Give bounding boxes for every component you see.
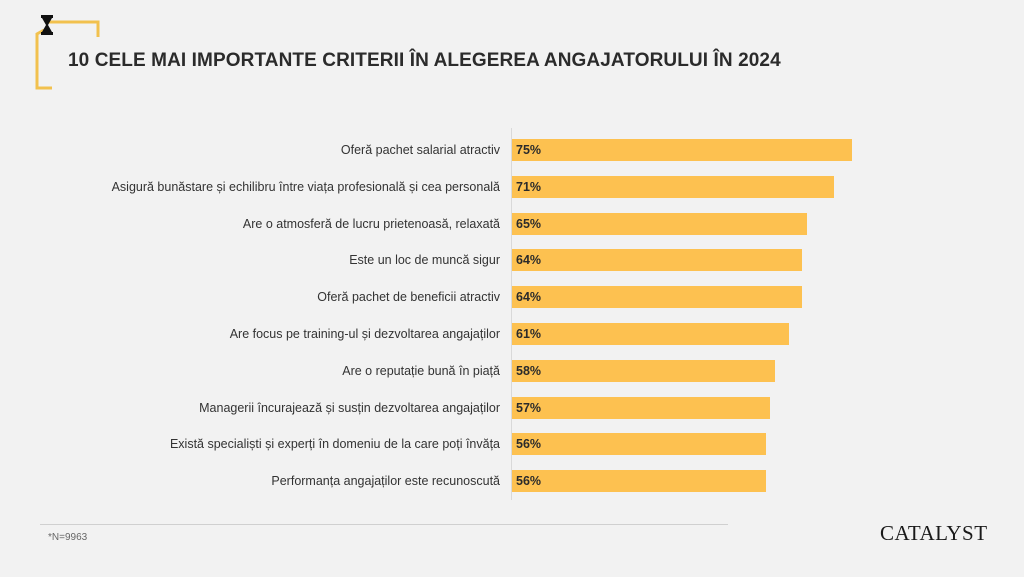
hourglass-icon (41, 15, 53, 35)
category-label: Asigură bunăstare și echilibru între via… (111, 179, 500, 194)
footer-divider (40, 524, 728, 525)
catalyst-logo: CATALYST (880, 521, 988, 545)
category-label: Este un loc de muncă sigur (349, 253, 500, 268)
category-label: Managerii încurajează și susțin dezvolta… (199, 400, 500, 415)
value-label: 64% (516, 253, 542, 268)
value-label: 56% (516, 437, 542, 452)
bar (512, 212, 807, 235)
value-label: 65% (516, 216, 542, 231)
bar (512, 433, 766, 456)
value-label: 56% (516, 474, 542, 489)
category-label: Are focus pe training-ul și dezvoltarea … (229, 327, 500, 341)
page-title: 10 CELE MAI IMPORTANTE CRITERII ÎN ALEGE… (68, 50, 781, 71)
bar (512, 396, 771, 419)
sample-size-note: *N=9963 (48, 532, 88, 543)
bar (512, 470, 766, 493)
brand-bracket-icon (35, 15, 100, 90)
y-axis-line (511, 128, 512, 500)
bar (512, 175, 834, 198)
value-label: 61% (516, 327, 542, 341)
bar (512, 139, 852, 161)
category-label: Oferă pachet de beneficii atractiv (317, 290, 500, 305)
value-label: 58% (516, 363, 542, 378)
value-label: 71% (516, 179, 542, 194)
category-label: Performanța angajaților este recunoscută (271, 474, 500, 489)
bar (512, 323, 789, 345)
category-label: Există specialiști și experți în domeniu… (169, 437, 500, 452)
value-label: 75% (516, 143, 542, 157)
category-label: Are o atmosferă de lucru prietenoasă, re… (242, 216, 500, 231)
bar (512, 359, 775, 382)
value-label: 57% (516, 400, 542, 415)
bar (512, 286, 803, 309)
value-label: 64% (516, 290, 542, 305)
bar (512, 249, 803, 272)
category-label: Are o reputație bună în piață (342, 363, 500, 378)
category-label: Oferă pachet salarial atractiv (340, 143, 500, 157)
